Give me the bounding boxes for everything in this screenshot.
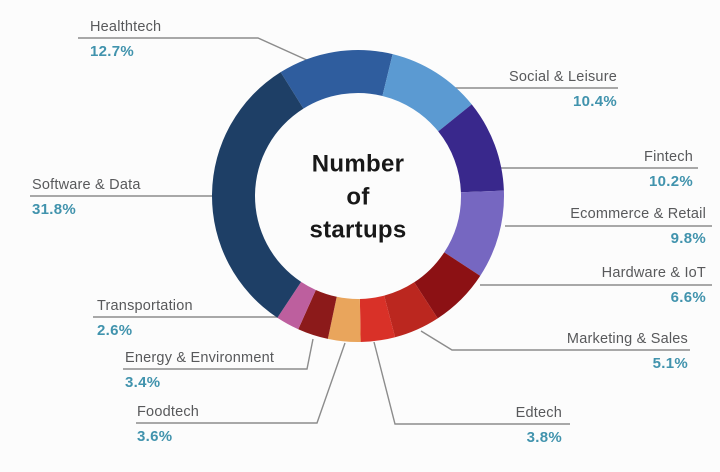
donut-segment-social-leisure bbox=[382, 54, 472, 132]
leader-line-edtech bbox=[373, 341, 570, 425]
donut-segment-hardware-iot bbox=[414, 252, 481, 319]
donut-segment-transportation bbox=[277, 281, 316, 330]
donut-segment-ecommerce-retail bbox=[444, 190, 504, 276]
callout-percent: 6.6% bbox=[670, 289, 706, 306]
callout-label: Ecommerce & Retail bbox=[570, 206, 706, 222]
donut-segment-healthtech bbox=[280, 49, 393, 109]
callout-energy-environment: Energy & Environment 3.4% bbox=[125, 348, 274, 392]
callout-software-data: Software & Data 31.8% bbox=[32, 175, 141, 219]
callout-label: Energy & Environment bbox=[125, 350, 275, 366]
callout-percent: 3.6% bbox=[137, 428, 173, 445]
callout-percent: 3.4% bbox=[125, 374, 161, 391]
callout-transportation: Transportation 2.6% bbox=[97, 296, 193, 340]
donut-segment-fintech bbox=[438, 104, 504, 193]
callout-percent: 5.1% bbox=[652, 355, 688, 372]
title-line: startups bbox=[309, 216, 407, 244]
leader-line-healthtech bbox=[78, 37, 321, 67]
callout-percent: 10.4% bbox=[572, 93, 617, 110]
callout-label: Edtech bbox=[515, 405, 562, 421]
callout-percent: 10.2% bbox=[648, 173, 693, 190]
donut-segment-software-data bbox=[212, 72, 304, 318]
callout-percent: 12.7% bbox=[90, 43, 135, 60]
donut-segment-energy-environment bbox=[298, 289, 337, 339]
leader-line-energy-environment bbox=[123, 338, 314, 370]
callout-fintech: Fintech 10.2% bbox=[644, 147, 693, 191]
callout-percent: 31.8% bbox=[32, 201, 77, 218]
title-line: of bbox=[346, 183, 370, 211]
callout-label: Marketing & Sales bbox=[566, 331, 688, 347]
callout-foodtech: Foodtech 3.6% bbox=[137, 402, 199, 446]
callout-ecommerce-retail: Ecommerce & Retail 9.8% bbox=[570, 204, 706, 248]
callout-marketing-sales: Marketing & Sales 5.1% bbox=[567, 329, 688, 373]
callout-label: Foodtech bbox=[137, 404, 200, 420]
callout-edtech: Edtech 3.8% bbox=[516, 403, 562, 447]
callout-label: Fintech bbox=[644, 149, 693, 165]
donut-segment-edtech bbox=[359, 295, 396, 342]
leader-line-foodtech bbox=[136, 342, 346, 424]
callout-percent: 2.6% bbox=[97, 322, 133, 339]
callout-label: Software & Data bbox=[32, 177, 141, 193]
callout-label: Healthtech bbox=[90, 19, 162, 35]
callout-label: Hardware & IoT bbox=[601, 265, 706, 281]
callout-healthtech: Healthtech 12.7% bbox=[90, 17, 161, 61]
callout-social-leisure: Social & Leisure 10.4% bbox=[509, 67, 617, 111]
leader-line-marketing-sales bbox=[420, 330, 690, 351]
callout-label: Transportation bbox=[97, 298, 193, 314]
callout-hardware-iot: Hardware & IoT 6.6% bbox=[602, 263, 706, 307]
callout-label: Social & Leisure bbox=[509, 69, 617, 85]
callout-percent: 9.8% bbox=[670, 230, 706, 247]
donut-segment-foodtech bbox=[327, 296, 361, 342]
title-line: Number bbox=[311, 150, 405, 178]
donut-segment-marketing-sales bbox=[384, 282, 438, 338]
callout-percent: 3.8% bbox=[526, 429, 562, 446]
chart-center-title: Number of startups bbox=[309, 148, 406, 247]
